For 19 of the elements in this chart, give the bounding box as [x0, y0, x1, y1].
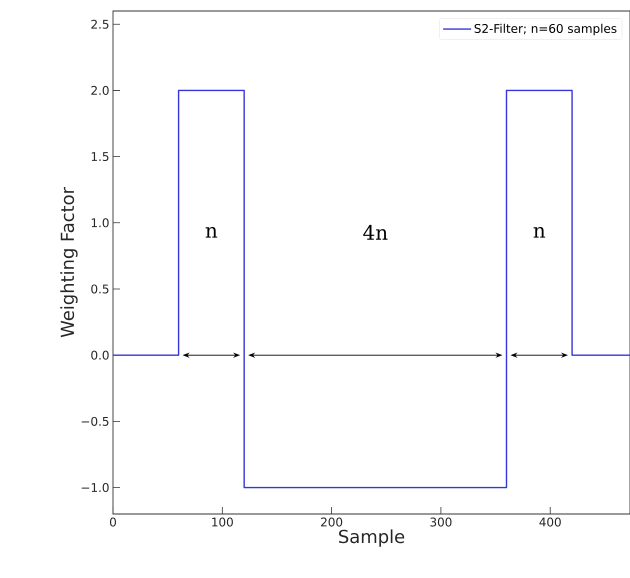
y-tick-label: 0.5 [91, 284, 108, 294]
legend-label: S2-Filter; n=60 samples [474, 24, 616, 36]
annotation: n [534, 227, 546, 238]
y-tick-label: 0.0 [91, 350, 109, 360]
y-axis-title: Weighting Factor [60, 187, 78, 338]
x-axis-title: Sample [339, 529, 404, 547]
y-tick-label: 2.0 [91, 86, 109, 95]
x-tick-label: 0 [110, 518, 116, 527]
y-tick-label: 1.0 [92, 218, 109, 228]
annotation: n [206, 227, 218, 238]
y-tick-label: −0.5 [82, 416, 108, 426]
x-tick-label: 100 [212, 518, 233, 527]
x-tick-label: 200 [321, 518, 342, 527]
x-tick-label: 400 [539, 518, 561, 527]
annotation: 4n [363, 224, 388, 240]
y-tick-label: 2.5 [91, 20, 108, 29]
x-tick-label: 300 [430, 518, 452, 527]
y-tick-label: −1.0 [82, 483, 109, 492]
y-tick-label: 1.5 [92, 152, 108, 162]
